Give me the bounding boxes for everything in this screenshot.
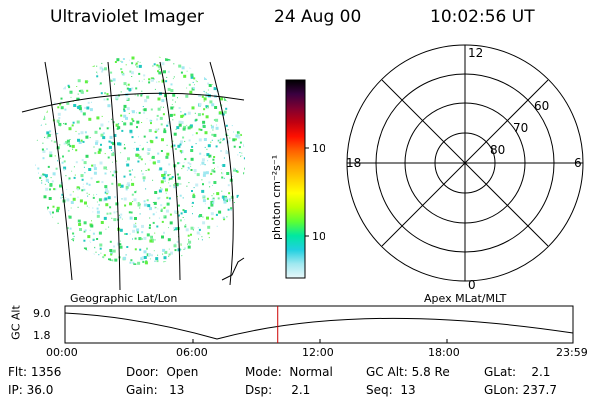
gc-altitude-readout: GC Alt: 5.8 Re [366, 365, 450, 379]
auroral-image [21, 55, 245, 291]
geographic-lon-readout: GLon: 237.7 [484, 383, 557, 397]
image-projection-caption: Geographic Lat/Lon [70, 292, 178, 305]
timeline-xtick-0600: 06:00 [176, 346, 208, 359]
timeline-xtick-0000: 00:00 [46, 346, 78, 359]
flight-readout: Flt: 1356 [8, 365, 62, 379]
dsp-readout: Dsp: 2.1 [245, 383, 311, 397]
instrument-title: Ultraviolet Imager [50, 7, 204, 27]
mlat-label-60: 60 [534, 99, 549, 113]
geographic-lat-readout: GLat: 2.1 [484, 365, 551, 379]
observation-date: 24 Aug 00 [274, 7, 362, 27]
color-scale: 100 10 photon cm⁻²s⁻¹ [270, 79, 325, 279]
ip-readout: IP: 36.0 [8, 383, 54, 397]
timeline-xtick-2359: 23:59 [556, 346, 588, 359]
mlt-label-18: 18 [346, 156, 361, 170]
timeline-xtick-1200: 12:00 [302, 346, 334, 359]
mlt-label-0: 0 [468, 278, 476, 292]
color-bar [285, 79, 306, 279]
timeline-frame [64, 305, 574, 344]
mode-readout: Mode: Normal [245, 365, 333, 379]
gain-readout: Gain: 13 [126, 383, 185, 397]
polar-projection-caption: Apex MLat/MLT [424, 292, 507, 305]
mlt-label-12: 12 [468, 46, 483, 60]
altitude-curve [64, 312, 574, 340]
timeline-ytick-top: 9.0 [33, 307, 51, 320]
mlt-line-diag2 [381, 79, 549, 247]
mlt-label-6: 6 [574, 156, 582, 170]
timeline-ytick-bottom: 1.8 [33, 329, 51, 342]
mlat-label-80: 80 [490, 143, 505, 157]
observation-time: 10:02:56 UT [430, 7, 535, 27]
colorbar-tick-10: 10 [312, 230, 325, 243]
colorbar-unit-label: photon cm⁻²s⁻¹ [270, 155, 283, 240]
mlat-label-70: 70 [513, 121, 528, 135]
sequence-readout: Seq: 13 [366, 383, 416, 397]
polar-plot: 12 18 6 0 60 70 80 [346, 44, 584, 292]
timeline-ylabel: GC Alt [9, 305, 23, 340]
timeline-xtick-1800: 18:00 [428, 346, 460, 359]
door-readout: Door: Open [126, 365, 199, 379]
altitude-timeline [64, 305, 574, 344]
geographic-grid [21, 61, 245, 291]
colorbar-tick-100: 100 [312, 142, 325, 155]
